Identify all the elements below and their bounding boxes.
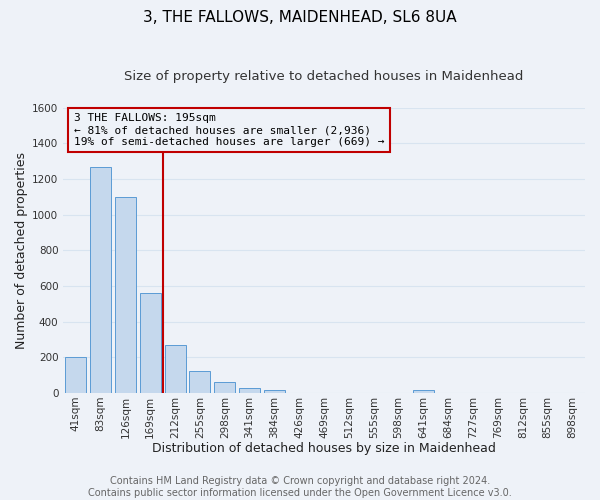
Bar: [239, 388, 260, 393]
Bar: [413, 390, 434, 393]
Bar: [190, 370, 211, 393]
Bar: [214, 382, 235, 393]
Bar: [164, 345, 185, 393]
Bar: [115, 197, 136, 393]
Bar: [264, 390, 285, 393]
Text: 3 THE FALLOWS: 195sqm
← 81% of detached houses are smaller (2,936)
19% of semi-d: 3 THE FALLOWS: 195sqm ← 81% of detached …: [74, 114, 384, 146]
X-axis label: Distribution of detached houses by size in Maidenhead: Distribution of detached houses by size …: [152, 442, 496, 455]
Bar: [65, 358, 86, 393]
Bar: [90, 166, 111, 393]
Text: 3, THE FALLOWS, MAIDENHEAD, SL6 8UA: 3, THE FALLOWS, MAIDENHEAD, SL6 8UA: [143, 10, 457, 25]
Title: Size of property relative to detached houses in Maidenhead: Size of property relative to detached ho…: [124, 70, 524, 83]
Y-axis label: Number of detached properties: Number of detached properties: [15, 152, 28, 349]
Text: Contains HM Land Registry data © Crown copyright and database right 2024.
Contai: Contains HM Land Registry data © Crown c…: [88, 476, 512, 498]
Bar: [140, 293, 161, 393]
